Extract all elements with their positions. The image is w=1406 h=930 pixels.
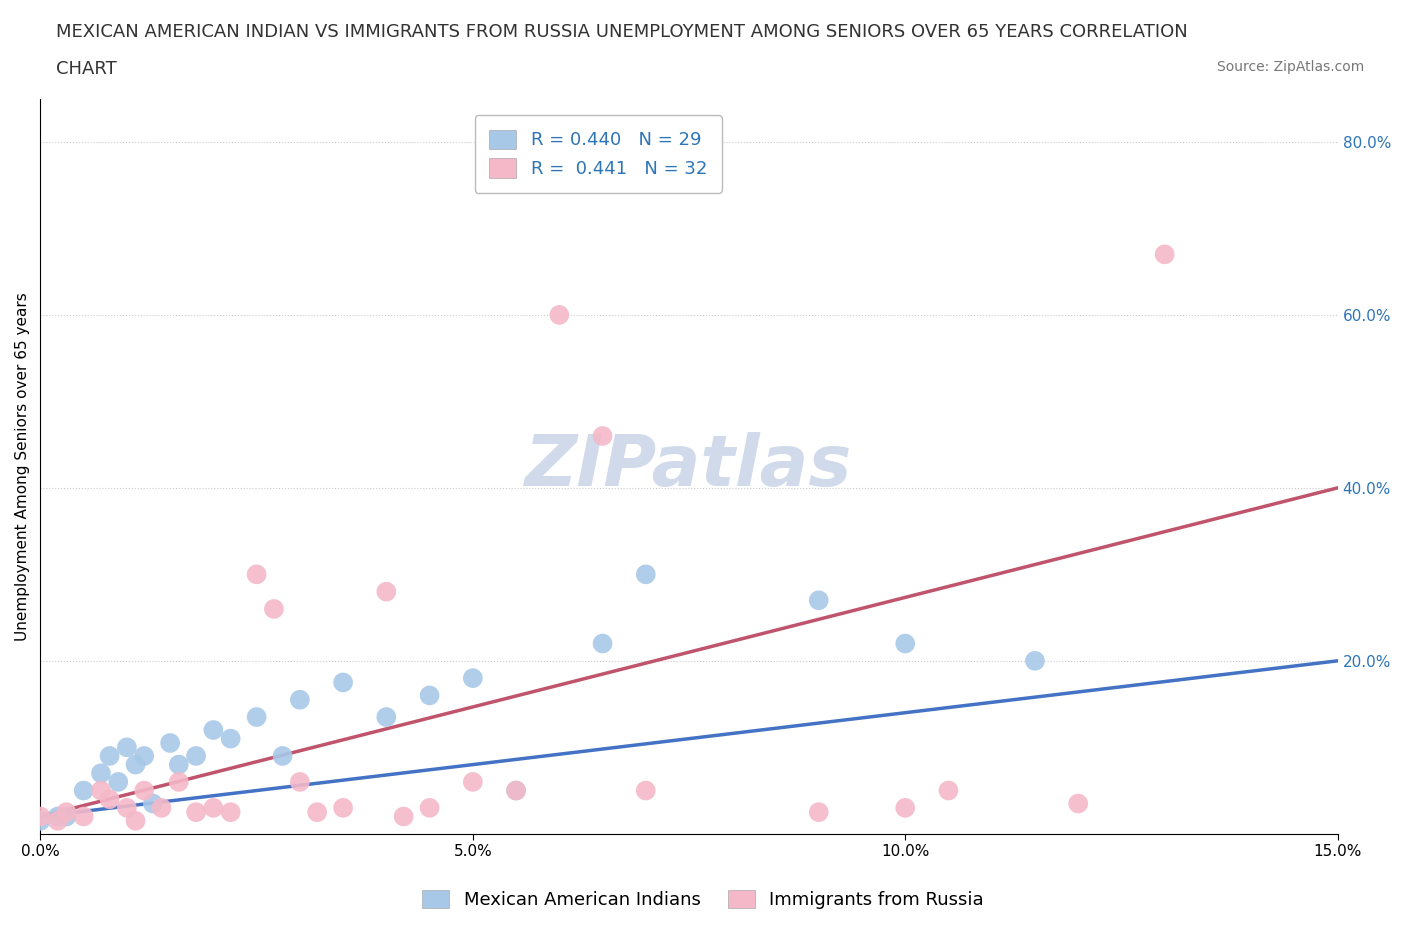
Point — [98, 749, 121, 764]
Point — [90, 783, 112, 798]
Point — [202, 801, 225, 816]
Y-axis label: Unemployment Among Seniors over 65 years: Unemployment Among Seniors over 65 years — [15, 292, 30, 641]
Point — [30, 809, 52, 824]
Point — [807, 592, 830, 607]
Point — [419, 688, 441, 703]
Text: CHART: CHART — [56, 60, 117, 78]
Point — [332, 801, 354, 816]
Point — [246, 567, 269, 582]
Legend: R = 0.440   N = 29, R =  0.441   N = 32: R = 0.440 N = 29, R = 0.441 N = 32 — [475, 115, 721, 193]
Point — [219, 804, 242, 819]
Point — [55, 809, 77, 824]
Point — [263, 602, 285, 617]
Point — [505, 783, 527, 798]
Point — [90, 765, 112, 780]
Point — [375, 710, 398, 724]
Point — [634, 783, 657, 798]
Point — [271, 749, 294, 764]
Point — [392, 809, 415, 824]
Point — [1067, 796, 1090, 811]
Point — [134, 783, 156, 798]
Text: MEXICAN AMERICAN INDIAN VS IMMIGRANTS FROM RUSSIA UNEMPLOYMENT AMONG SENIORS OVE: MEXICAN AMERICAN INDIAN VS IMMIGRANTS FR… — [56, 23, 1188, 41]
Point — [634, 567, 657, 582]
Point — [938, 783, 960, 798]
Point — [332, 675, 354, 690]
Point — [46, 809, 69, 824]
Point — [548, 308, 571, 323]
Point — [505, 783, 527, 798]
Point — [219, 731, 242, 746]
Point — [124, 814, 146, 829]
Point — [307, 804, 329, 819]
Point — [288, 775, 311, 790]
Point — [202, 723, 225, 737]
Point — [807, 804, 830, 819]
Point — [1153, 247, 1175, 262]
Point — [461, 671, 484, 685]
Point — [894, 801, 917, 816]
Point — [98, 791, 121, 806]
Point — [115, 801, 138, 816]
Point — [167, 775, 190, 790]
Point — [73, 809, 96, 824]
Point — [461, 775, 484, 790]
Point — [288, 692, 311, 707]
Point — [246, 710, 269, 724]
Point — [592, 636, 614, 651]
Point — [46, 814, 69, 829]
Point — [167, 757, 190, 772]
Point — [159, 736, 181, 751]
Point — [142, 796, 165, 811]
Point — [73, 783, 96, 798]
Text: ZIPatlas: ZIPatlas — [526, 432, 852, 500]
Point — [419, 801, 441, 816]
Point — [107, 775, 129, 790]
Point — [30, 814, 52, 829]
Legend: Mexican American Indians, Immigrants from Russia: Mexican American Indians, Immigrants fro… — [415, 883, 991, 916]
Point — [184, 749, 207, 764]
Point — [115, 740, 138, 755]
Point — [124, 757, 146, 772]
Point — [592, 429, 614, 444]
Point — [894, 636, 917, 651]
Point — [150, 801, 173, 816]
Point — [55, 804, 77, 819]
Text: Source: ZipAtlas.com: Source: ZipAtlas.com — [1216, 60, 1364, 74]
Point — [375, 584, 398, 599]
Point — [1024, 654, 1046, 669]
Point — [134, 749, 156, 764]
Point — [184, 804, 207, 819]
